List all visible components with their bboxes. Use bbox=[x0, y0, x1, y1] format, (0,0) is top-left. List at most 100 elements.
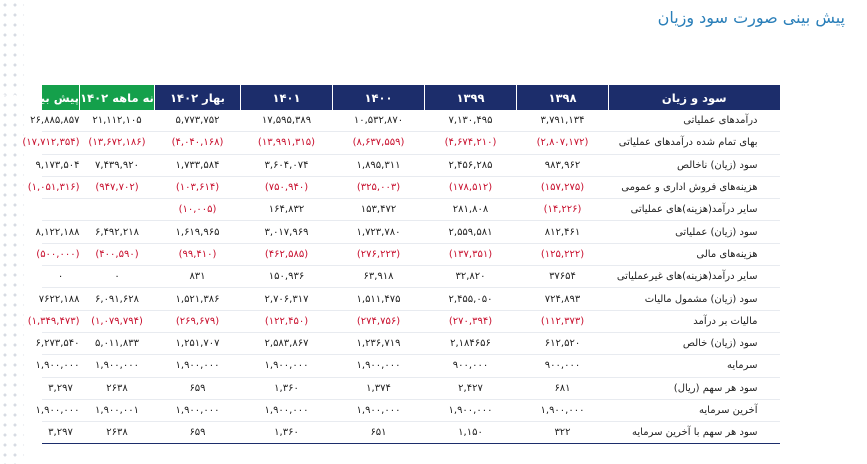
header-forecast-1402: پیش بینی ۱۴۰۲ bbox=[0, 85, 80, 110]
table-row: سود هر سهم با آخرین سرمایه ۳۲۲ ۱,۱۵۰ ۶۵۱ ۱,۳… bbox=[41, 421, 780, 445]
table-row: سود (زیان) مشمول مالیات ۷۲۴,۸۹۳ ۲,۴۵۵,۰۵۰ ۱… bbox=[39, 287, 780, 311]
table-cell: (۲۷۰,۳۹۴) bbox=[424, 310, 517, 333]
table-cell: ۱,۹۰۰,۰۰۰ bbox=[332, 354, 425, 378]
table-cell: ۷,۴۳۹,۹۲۰ bbox=[79, 154, 155, 177]
table-cell: ۱,۸۹۵,۳۱۱ bbox=[332, 154, 425, 177]
row-label: سایر درآمد(هزینه)های عملیاتی bbox=[608, 198, 780, 222]
row-label: سود هر سهم (ریال) bbox=[608, 377, 780, 400]
table-cell: ۳,۲۹۷ bbox=[41, 377, 80, 400]
table-row: بهای تمام شده درآمدهای عملیاتی (۲,۸۰۷,۱۷۲… bbox=[22, 131, 780, 155]
table-cell: ۸,۱۲۲,۱۸۸ bbox=[36, 220, 80, 244]
table-cell: ۸۳۱ bbox=[154, 265, 241, 289]
table-cell: ۱,۵۲۱,۳۸۶ bbox=[154, 287, 241, 311]
table-cell: ۲,۵۸۳,۸۶۷ bbox=[240, 332, 333, 356]
table-cell: ۲۸۱,۸۰۸ bbox=[424, 198, 517, 222]
table-cell: ۱,۷۳۳,۵۸۴ bbox=[154, 154, 241, 177]
table-cell: ۱,۳۷۴ bbox=[332, 377, 425, 400]
table-cell: ۲,۴۵۶,۲۸۵ bbox=[424, 154, 517, 177]
table-cell: (۲۷۶,۲۲۳) bbox=[332, 243, 425, 267]
table-cell: ۹,۱۷۳,۵۰۴ bbox=[36, 154, 80, 177]
table-cell: ۳,۷۹۱,۱۳۴ bbox=[516, 110, 609, 133]
table-cell: (۴,۶۷۴,۲۱۰) bbox=[424, 131, 517, 155]
table-cell: ۰ bbox=[41, 265, 80, 289]
table-cell: (۱,۰۵۱,۳۱۶) bbox=[28, 176, 80, 200]
table-cell: ۲,۷۰۶,۳۱۷ bbox=[240, 287, 333, 311]
table-cell: ۱,۹۰۰,۰۰۰ bbox=[79, 354, 155, 378]
table-cell: ۱۷,۵۹۵,۳۸۹ bbox=[240, 110, 333, 133]
table-cell: ۱۶۴,۸۳۲ bbox=[240, 198, 333, 222]
table-cell bbox=[41, 198, 80, 222]
table-cell: ۱,۹۰۰,۰۰۰ bbox=[332, 399, 425, 423]
table-cell: ۶۸۱ bbox=[516, 377, 609, 400]
table-row: هزینه‌های فروش اداری و عمومی (۱۵۷,۲۷۵) (۱۷… bbox=[28, 176, 780, 200]
table-row: آخرین سرمایه ۱,۹۰۰,۰۰۰ ۱,۹۰۰,۰۰۰ ۱,۹۰۰,۰۰۰ ۱… bbox=[36, 399, 780, 423]
table-cell: (۱۷,۷۱۲,۳۵۴) bbox=[22, 131, 80, 155]
row-label: هزینه‌های فروش اداری و عمومی bbox=[608, 176, 780, 200]
header-income-statement: سود و زیان bbox=[608, 85, 780, 110]
table-cell: ۱,۲۳۶,۷۱۹ bbox=[332, 332, 425, 356]
decorative-dot-pattern bbox=[0, 0, 24, 464]
table-cell: ۲,۴۵۵,۰۵۰ bbox=[424, 287, 517, 311]
table-cell: (۱۲۵,۲۲۲) bbox=[516, 243, 609, 267]
table-cell: ۸۱۲,۴۶۱ bbox=[516, 220, 609, 244]
header-year-1398: ۱۳۹۸ bbox=[516, 85, 609, 110]
table-cell: ۳۲,۸۲۰ bbox=[424, 265, 517, 289]
table-cell: ۱۵۰,۹۳۶ bbox=[240, 265, 333, 289]
table-cell: ۱,۹۰۰,۰۰۰ bbox=[516, 399, 609, 423]
table-cell: (۹۴۷,۷۰۲) bbox=[79, 176, 155, 200]
table-cell: (۹۹,۴۱۰) bbox=[154, 243, 241, 267]
table-cell: ۶۵۱ bbox=[332, 421, 425, 445]
table-cell: ۹۰۰,۰۰۰ bbox=[424, 354, 517, 378]
table-cell: ۱,۹۰۰,۰۰۰ bbox=[424, 399, 517, 423]
table-cell: ۲۶۳۸ bbox=[79, 421, 155, 445]
table-cell: ۷۶۲۲,۱۸۸ bbox=[39, 287, 80, 311]
table-cell: ۳۷۶۵۴ bbox=[516, 265, 609, 289]
income-statement-table: سود و زیان ۱۳۹۸ ۱۳۹۹ ۱۴۰۰ ۱۴۰۱ بهار ۱۴۰۲… bbox=[0, 85, 780, 445]
table-cell: (۲۶۹,۶۷۹) bbox=[154, 310, 241, 333]
row-label: سود (زیان) ناخالص bbox=[608, 154, 780, 177]
table-cell: (۱,۰۷۹,۷۹۴) bbox=[79, 310, 155, 333]
table-row: سایر درآمد(هزینه)‌های غیرعملیاتی ۳۷۶۵۴ ۳۲,… bbox=[41, 265, 780, 289]
table-cell: ۹۸۳,۹۶۲ bbox=[516, 154, 609, 177]
table-cell: ۶,۲۷۳,۵۴۰ bbox=[36, 332, 80, 356]
table-cell bbox=[79, 198, 155, 222]
table-cell: ۶۵۹ bbox=[154, 421, 241, 445]
table-cell: ۱۰,۵۳۲,۸۷۰ bbox=[332, 110, 425, 133]
table-cell: ۳,۲۹۷ bbox=[41, 421, 80, 445]
table-cell: ۶۵۹ bbox=[154, 377, 241, 400]
table-cell: (۸,۶۳۷,۵۵۹) bbox=[332, 131, 425, 155]
table-cell: ۳۲۲ bbox=[516, 421, 609, 445]
table-row: سود (زیان) خالص ۶۱۲,۵۲۰ ۲,۱۸۴۶۵۶ ۱,۲۳۶,۷۱۹ ۲… bbox=[36, 332, 780, 356]
table-row: سود هر سهم (ریال) ۶۸۱ ۲,۴۲۷ ۱,۳۷۴ ۱,۳۶۰ ۶۵۹ ۲۶… bbox=[41, 377, 780, 400]
table-row: هزینه‌های مالی (۱۲۵,۲۲۲) (۱۳۷,۳۵۱) (۲۷۶,۲۲۳… bbox=[36, 243, 780, 267]
table-cell: ۱۵۳,۴۷۲ bbox=[332, 198, 425, 222]
table-cell: (۱,۳۴۹,۴۷۳) bbox=[28, 310, 80, 333]
table-cell: (۲,۸۰۷,۱۷۲) bbox=[516, 131, 609, 155]
table-cell: ۶,۰۹۱,۶۲۸ bbox=[79, 287, 155, 311]
row-label: سود (زیان) عملیاتی bbox=[608, 220, 780, 244]
table-cell: ۲۶,۸۸۵,۸۵۷ bbox=[30, 110, 80, 133]
row-label: سرمایه bbox=[608, 354, 780, 378]
table-cell: ۶۱۲,۵۲۰ bbox=[516, 332, 609, 356]
header-year-1399: ۱۳۹۹ bbox=[424, 85, 517, 110]
table-cell: ۵,۷۷۳,۷۵۲ bbox=[154, 110, 241, 133]
table-cell: ۱,۹۰۰,۰۰۰ bbox=[154, 399, 241, 423]
table-cell: (۴۶۲,۵۸۵) bbox=[240, 243, 333, 267]
table-cell: ۳,۶۰۴,۰۷۴ bbox=[240, 154, 333, 177]
table-cell: ۶,۴۹۲,۲۱۸ bbox=[79, 220, 155, 244]
row-label: بهای تمام شده درآمدهای عملیاتی bbox=[608, 131, 780, 155]
table-cell: ۳,۰۱۷,۹۶۹ bbox=[240, 220, 333, 244]
table-cell: (۱۴,۲۲۶) bbox=[516, 198, 609, 222]
table-cell: (۱۳۷,۳۵۱) bbox=[424, 243, 517, 267]
table-cell: ۱,۷۲۳,۷۸۰ bbox=[332, 220, 425, 244]
table-cell: (۷۵۰,۹۴۰) bbox=[240, 176, 333, 200]
table-row: درآمدهای عملیاتی ۳,۷۹۱,۱۳۴ ۷,۱۳۰,۴۹۵ ۱۰,۵۳۲… bbox=[30, 110, 780, 133]
row-label: درآمدهای عملیاتی bbox=[608, 110, 780, 133]
row-label: سود (زیان) خالص bbox=[608, 332, 780, 356]
header-year-1400: ۱۴۰۰ bbox=[332, 85, 425, 110]
table-cell: ۲,۴۲۷ bbox=[424, 377, 517, 400]
header-nine-months-1402: نه ماهه ۱۴۰۲ bbox=[79, 85, 155, 110]
table-cell: ۹۰۰,۰۰۰ bbox=[516, 354, 609, 378]
table-cell: (۴,۰۴۰,۱۶۸) bbox=[154, 131, 241, 155]
row-label: سود (زیان) مشمول مالیات bbox=[608, 287, 780, 311]
